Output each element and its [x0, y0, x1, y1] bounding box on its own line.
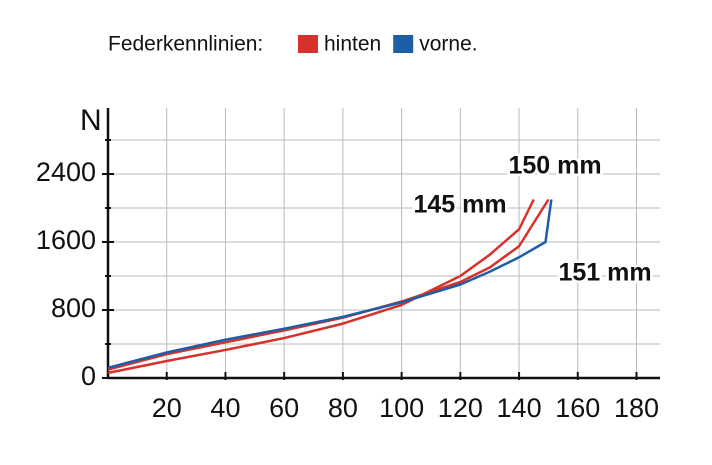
- series-line: [107, 198, 535, 375]
- x-tick-label: 60: [269, 393, 299, 423]
- series-label: 151 mm: [558, 259, 651, 287]
- legend-title: Federkennlinien:: [108, 33, 263, 56]
- series-label: 145 mm: [413, 191, 506, 219]
- x-tick-label: 20: [152, 393, 182, 423]
- legend-label: hinten: [324, 33, 381, 56]
- x-tick-label: 80: [328, 393, 358, 423]
- x-tick-label: 180: [614, 393, 659, 423]
- y-axis-label: N: [80, 104, 102, 137]
- y-tick-label: 0: [81, 361, 96, 391]
- x-tick-label: 100: [379, 393, 424, 423]
- y-tick-label: 1600: [36, 225, 96, 255]
- x-tick-label: 120: [438, 393, 483, 423]
- legend-swatch: [393, 35, 414, 53]
- series-line: [107, 199, 553, 370]
- x-tick-label: 140: [497, 393, 542, 423]
- y-tick-label: 2400: [36, 157, 96, 187]
- x-tick-label: 40: [210, 393, 240, 423]
- x-tick-label: 160: [555, 393, 600, 423]
- series-label: 150 mm: [508, 152, 601, 180]
- legend-label: vorne.: [419, 33, 477, 56]
- y-tick-label: 800: [51, 293, 96, 323]
- legend-swatch: [298, 35, 318, 53]
